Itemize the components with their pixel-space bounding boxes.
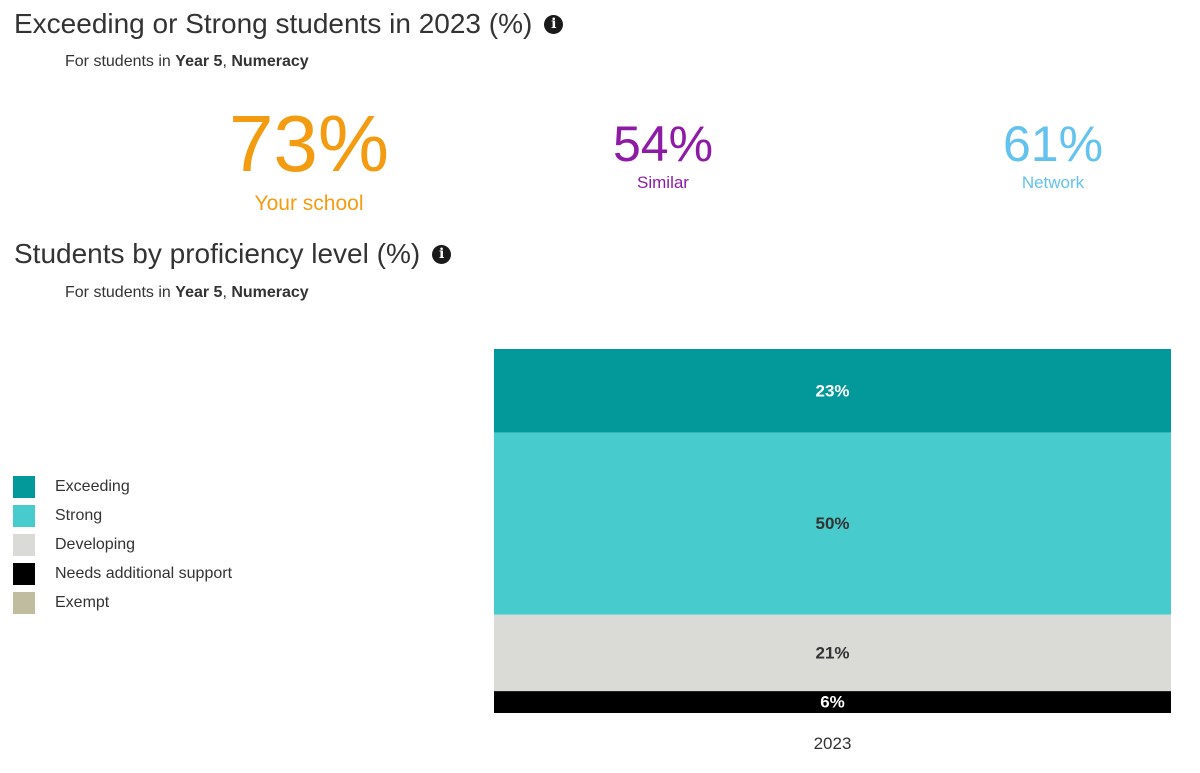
stat-your-school: 73% Your school xyxy=(209,104,409,216)
info-icon[interactable]: i xyxy=(544,14,564,34)
stat-value: 61% xyxy=(1002,116,1104,172)
legend-swatch xyxy=(13,562,35,585)
legend-swatch xyxy=(13,504,35,527)
stat-label: Network xyxy=(1021,173,1085,192)
summary-subtitle-prefix: For students in xyxy=(65,53,176,70)
proficiency-title-text: Students by proficiency level (%) xyxy=(14,238,421,269)
stat-value: 54% xyxy=(612,116,714,172)
legend-label: Needs additional support xyxy=(55,564,233,582)
bar-segment-developing[interactable] xyxy=(494,614,1171,692)
bar-segment-strong[interactable] xyxy=(494,432,1171,615)
summary-subtitle: For students in Year 5, Numeracy xyxy=(65,53,309,71)
stat-network: 61% Network xyxy=(973,119,1133,193)
bar-segment-needs-additional-support[interactable] xyxy=(494,691,1171,713)
bar-segment-exceeding[interactable] xyxy=(494,349,1171,433)
chart-legend: Exceeding Strong Developing Needs additiona… xyxy=(13,472,232,617)
legend-label: Exceeding xyxy=(55,477,130,495)
legend-item[interactable]: Needs additional support xyxy=(13,559,232,588)
data-label: 50% xyxy=(815,514,849,533)
info-icon[interactable]: i xyxy=(432,244,452,264)
proficiency-subtitle-sep: , xyxy=(222,284,232,301)
legend-swatch xyxy=(13,591,35,614)
stat-label: Similar xyxy=(637,173,689,192)
summary-subtitle-sep: , xyxy=(222,53,232,70)
legend-label: Developing xyxy=(55,535,136,553)
summary-title: Exceeding or Strong students in 2023 (%)… xyxy=(14,8,564,40)
legend-label: Strong xyxy=(55,506,103,524)
proficiency-subtitle-prefix: For students in xyxy=(65,284,176,301)
legend-label: Exempt xyxy=(55,593,110,611)
x-tick-label: 2023 xyxy=(814,734,852,753)
data-label: 21% xyxy=(815,643,849,662)
summary-title-text: Exceeding or Strong students in 2023 (%) xyxy=(14,8,533,39)
summary-subtitle-domain: Numeracy xyxy=(231,53,309,70)
stat-similar: 54% Similar xyxy=(583,119,743,193)
legend-item[interactable]: Developing xyxy=(13,530,232,559)
proficiency-subtitle: For students in Year 5, Numeracy xyxy=(65,284,309,302)
legend-item[interactable]: Strong xyxy=(13,501,232,530)
stat-label: Your school xyxy=(254,192,364,215)
legend-swatch xyxy=(13,475,35,498)
data-label: 23% xyxy=(815,381,849,400)
legend-item[interactable]: Exceeding xyxy=(13,472,232,501)
legend-swatch xyxy=(13,533,35,556)
proficiency-subtitle-year: Year 5 xyxy=(175,284,223,301)
stat-value: 73% xyxy=(228,99,390,188)
legend-item[interactable]: Exempt xyxy=(13,588,232,617)
data-label: 6% xyxy=(820,693,845,712)
proficiency-title: Students by proficiency level (%) i xyxy=(14,238,452,270)
summary-subtitle-year: Year 5 xyxy=(175,53,223,70)
proficiency-subtitle-domain: Numeracy xyxy=(231,284,309,301)
